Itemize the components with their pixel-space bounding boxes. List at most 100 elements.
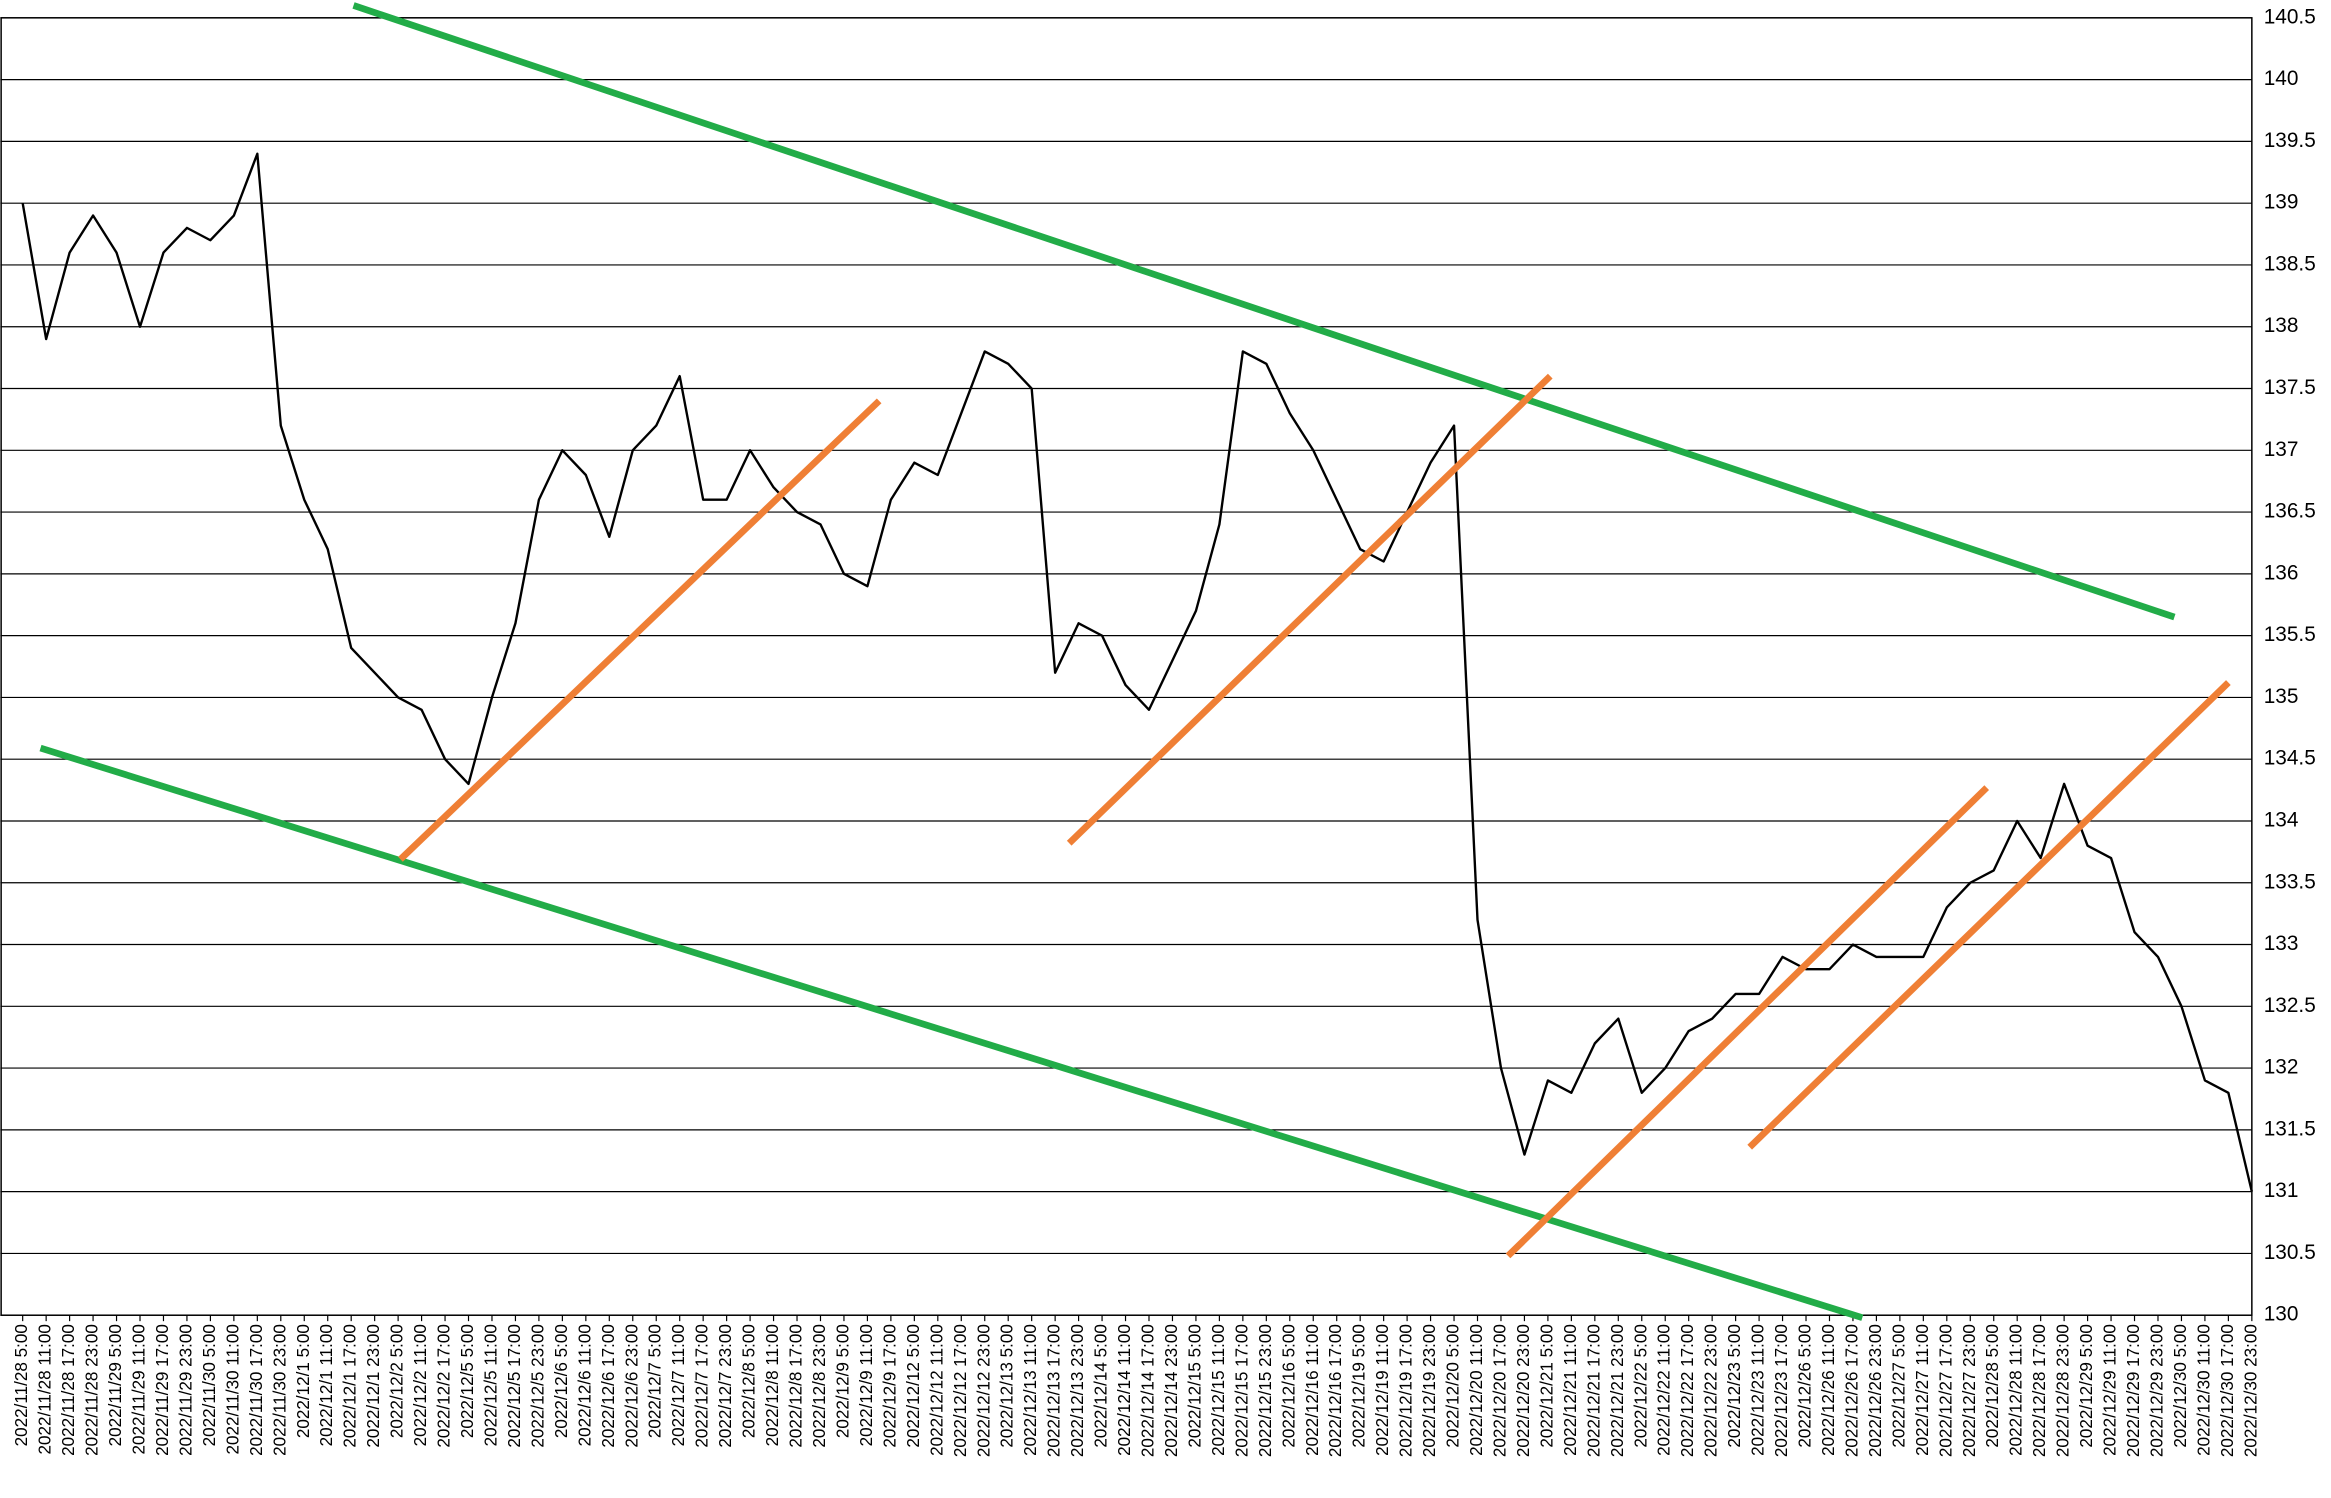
x-tick-label: 2022/12/27 11:00 [1913, 1324, 1932, 1456]
x-tick-label: 2022/12/23 11:00 [1749, 1324, 1768, 1456]
x-tick-label: 2022/12/27 17:00 [1936, 1324, 1955, 1457]
x-tick-label: 2022/12/1 17:00 [341, 1324, 360, 1447]
y-tick-label: 133 [2264, 932, 2299, 955]
x-tick-label: 2022/12/15 23:00 [1256, 1324, 1275, 1457]
y-tick-label: 133.5 [2264, 870, 2316, 893]
x-tick-label: 2022/12/26 23:00 [1866, 1324, 1885, 1457]
x-tick-label: 2022/12/1 23:00 [364, 1324, 383, 1447]
plot-border [0, 17, 2253, 1316]
x-tick-label: 2022/12/8 17:00 [787, 1324, 806, 1447]
x-tick-label: 2022/12/6 17:00 [599, 1324, 618, 1447]
x-tick-label: 2022/12/21 5:00 [1537, 1324, 1556, 1447]
x-tick-label: 2022/12/6 23:00 [622, 1324, 641, 1447]
x-tick-label: 2022/12/15 5:00 [1185, 1324, 1204, 1447]
x-tick-label: 2022/12/16 5:00 [1279, 1324, 1298, 1447]
x-tick-label: 2022/12/8 11:00 [763, 1324, 782, 1446]
x-tick-label: 2022/12/28 5:00 [1983, 1324, 2002, 1447]
x-tick-label: 2022/12/9 11:00 [857, 1324, 876, 1446]
x-tick-label: 2022/12/7 23:00 [716, 1324, 735, 1447]
trend-line [1747, 680, 2231, 1150]
trend-line [352, 2, 2176, 621]
x-tick-label: 2022/11/28 17:00 [59, 1324, 78, 1456]
x-tick-label: 2022/11/29 17:00 [153, 1324, 172, 1456]
x-tick-label: 2022/12/28 17:00 [2030, 1324, 2049, 1457]
trend-line [398, 398, 882, 862]
x-tick-label: 2022/12/22 5:00 [1631, 1324, 1650, 1447]
trend-line [39, 744, 1864, 1321]
x-tick-label: 2022/12/1 11:00 [317, 1324, 336, 1446]
x-tick-label: 2022/12/2 5:00 [388, 1324, 407, 1438]
x-tick-label: 2022/12/14 5:00 [1092, 1324, 1111, 1447]
x-tick-label: 2022/12/9 17:00 [880, 1324, 899, 1447]
x-tick-label: 2022/11/28 23:00 [83, 1324, 102, 1456]
x-tick-label: 2022/12/5 17:00 [505, 1324, 524, 1447]
x-tick-label: 2022/12/16 11:00 [1303, 1324, 1322, 1456]
x-tick-label: 2022/12/7 11:00 [669, 1324, 688, 1446]
x-tick-label: 2022/12/29 23:00 [2148, 1324, 2167, 1457]
x-tick-label: 2022/12/30 5:00 [2171, 1324, 2190, 1447]
y-tick-label: 134.5 [2264, 747, 2316, 770]
x-tick-label: 2022/12/22 11:00 [1655, 1324, 1674, 1456]
x-tick-label: 2022/11/30 5:00 [200, 1324, 219, 1446]
x-tick-label: 2022/12/27 5:00 [1889, 1324, 1908, 1447]
x-tick-label: 2022/12/14 23:00 [1162, 1324, 1181, 1457]
x-tick-label: 2022/12/15 17:00 [1232, 1324, 1251, 1457]
x-tick-label: 2022/11/29 23:00 [176, 1324, 195, 1456]
y-tick-label: 140 [2264, 67, 2299, 90]
y-tick-label: 132 [2264, 1056, 2299, 1079]
x-tick-label: 2022/12/21 23:00 [1608, 1324, 1627, 1457]
y-tick-label: 130 [2264, 1303, 2299, 1326]
x-tick-label: 2022/12/21 11:00 [1561, 1324, 1580, 1456]
x-tick-label: 2022/11/30 23:00 [270, 1324, 289, 1456]
y-tick-label: 138 [2264, 314, 2299, 337]
x-tick-label: 2022/12/12 5:00 [904, 1324, 923, 1447]
x-tick-label: 2022/12/5 11:00 [481, 1324, 500, 1446]
x-tick-label: 2022/12/30 23:00 [2241, 1324, 2260, 1457]
x-tick-label: 2022/12/30 17:00 [2218, 1324, 2237, 1457]
x-tick-label: 2022/11/29 5:00 [106, 1324, 125, 1446]
y-tick-label: 140.5 [2264, 5, 2316, 28]
x-tick-label: 2022/12/26 11:00 [1819, 1324, 1838, 1456]
x-tick-label: 2022/12/20 17:00 [1490, 1324, 1509, 1457]
x-tick-label: 2022/12/14 17:00 [1139, 1324, 1158, 1457]
x-tick-label: 2022/12/23 17:00 [1772, 1324, 1791, 1457]
x-tick-label: 2022/12/26 5:00 [1796, 1324, 1815, 1447]
x-tick-label: 2022/12/14 11:00 [1115, 1324, 1134, 1456]
x-tick-label: 2022/12/19 23:00 [1420, 1324, 1439, 1457]
x-tick-label: 2022/12/16 17:00 [1326, 1324, 1345, 1457]
x-tick-label: 2022/12/29 17:00 [2124, 1324, 2143, 1457]
x-tick-label: 2022/12/5 5:00 [458, 1324, 477, 1438]
y-tick-label: 136.5 [2264, 500, 2316, 523]
x-tick-label: 2022/12/15 11:00 [1209, 1324, 1228, 1456]
x-tick-label: 2022/11/28 5:00 [12, 1324, 31, 1446]
y-tick-label: 139 [2264, 191, 2299, 214]
x-tick-label: 2022/12/8 5:00 [740, 1324, 759, 1438]
x-tick-label: 2022/12/29 5:00 [2077, 1324, 2096, 1447]
x-tick-label: 2022/12/20 11:00 [1467, 1324, 1486, 1456]
y-tick-label: 134 [2264, 808, 2299, 831]
x-tick-label: 2022/12/12 11:00 [927, 1324, 946, 1456]
x-tick-label: 2022/12/5 23:00 [528, 1324, 547, 1447]
trend-line [1066, 373, 1553, 846]
x-tick-label: 2022/12/13 11:00 [1021, 1324, 1040, 1456]
y-tick-label: 132.5 [2264, 994, 2316, 1017]
y-tick-label: 137 [2264, 438, 2299, 461]
x-tick-label: 2022/12/21 17:00 [1584, 1324, 1603, 1457]
y-tick-label: 136 [2264, 561, 2299, 584]
x-tick-label: 2022/12/13 17:00 [1045, 1324, 1064, 1457]
x-tick-label: 2022/12/7 5:00 [646, 1324, 665, 1438]
x-tick-label: 2022/12/22 23:00 [1702, 1324, 1721, 1457]
x-tick-label: 2022/12/19 5:00 [1350, 1324, 1369, 1447]
x-tick-label: 2022/12/19 17:00 [1397, 1324, 1416, 1457]
x-tick-label: 2022/11/30 11:00 [223, 1324, 242, 1454]
x-tick-label: 2022/11/29 11:00 [130, 1324, 149, 1454]
x-tick-label: 2022/12/9 5:00 [833, 1324, 852, 1438]
x-tick-label: 2022/12/26 17:00 [1842, 1324, 1861, 1457]
x-tick-label: 2022/12/12 23:00 [974, 1324, 993, 1457]
price-line [21, 152, 2254, 1192]
y-tick-label: 131 [2264, 1179, 2299, 1202]
x-tick-label: 2022/12/19 11:00 [1373, 1324, 1392, 1456]
x-tick-label: 2022/12/2 17:00 [435, 1324, 454, 1447]
x-tick-label: 2022/12/30 11:00 [2194, 1324, 2213, 1456]
